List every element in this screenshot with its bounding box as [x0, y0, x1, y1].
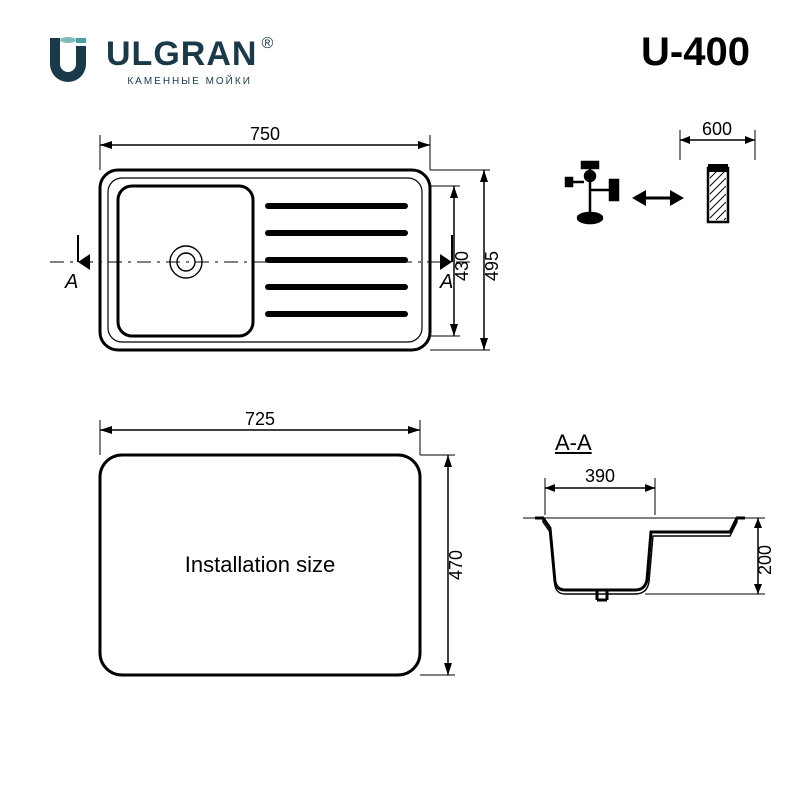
- cross-section-drawing: 390 200: [515, 460, 785, 660]
- installation-drawing: 725 Installation size 470: [30, 410, 500, 710]
- dim-495-text: 495: [482, 251, 502, 281]
- section-marker-left: A: [64, 235, 90, 293]
- dim-725-text: 725: [245, 409, 275, 429]
- brand-logo: ULGRAN® КАМЕННЫЕ МОЙКИ: [40, 30, 273, 91]
- brand-name: ULGRAN: [106, 35, 257, 73]
- section-aa-label: A-A: [555, 430, 592, 456]
- cabinet-icon: [708, 168, 728, 222]
- svg-text:A: A: [64, 271, 78, 293]
- registered-mark: ®: [261, 35, 273, 52]
- logo-icon: [40, 30, 96, 91]
- dim-430-text: 430: [452, 251, 472, 281]
- dim-750-text: 750: [250, 124, 280, 144]
- siphon-icon: [566, 162, 618, 223]
- model-label: U-400: [641, 30, 750, 75]
- dim-200-text: 200: [755, 545, 775, 575]
- dim-width-750: 750: [100, 124, 430, 170]
- dim-470-text: 470: [446, 550, 466, 580]
- drainer-grooves: [268, 206, 405, 314]
- cabinet-diagram: 600: [560, 120, 770, 260]
- brand-tagline: КАМЕННЫЕ МОЙКИ: [106, 76, 273, 87]
- sink-bowl: [118, 186, 253, 336]
- top-view-drawing: 750 A A: [30, 120, 490, 380]
- section-profile: [535, 518, 745, 600]
- brand-text-wrap: ULGRAN® КАМЕННЫЕ МОЙКИ: [106, 35, 273, 87]
- installation-text: Installation size: [185, 552, 335, 577]
- dim-600-text: 600: [702, 119, 732, 139]
- dim-390-text: 390: [585, 466, 615, 486]
- double-arrow-icon: [632, 190, 684, 206]
- top-view-height-dims: 430 495: [430, 120, 520, 380]
